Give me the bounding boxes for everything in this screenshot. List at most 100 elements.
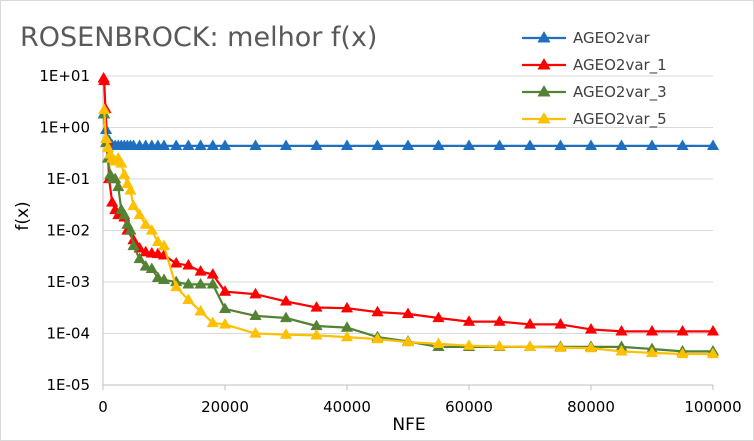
series-4 <box>98 103 720 359</box>
grid-layer <box>103 75 713 334</box>
data-point-marker <box>554 317 567 329</box>
legend-marker <box>537 111 551 124</box>
data-point-marker <box>340 139 354 151</box>
data-point-marker <box>493 139 506 151</box>
x-tick-label: 80000 <box>567 398 615 416</box>
y-axis-title: f(x) <box>13 201 33 230</box>
legend-item: AGEO2var_3 <box>522 83 667 102</box>
series-1 <box>97 107 720 151</box>
data-point-marker <box>432 337 445 348</box>
data-point-marker <box>194 277 207 289</box>
data-point-marker <box>182 139 195 151</box>
data-point-marker <box>194 139 207 151</box>
data-point-marker <box>139 218 152 229</box>
data-point-marker <box>206 277 219 289</box>
data-point-marker <box>462 139 476 151</box>
data-point-marker <box>182 277 195 289</box>
data-point-marker <box>706 139 720 151</box>
data-point-marker <box>115 156 128 168</box>
data-point-marker <box>371 139 384 151</box>
data-point-marker <box>157 273 171 285</box>
data-point-marker <box>112 180 125 192</box>
data-point-marker <box>401 139 415 151</box>
legend-label: AGEO2var <box>573 29 651 47</box>
data-point-marker <box>645 324 659 336</box>
data-point-marker <box>615 139 628 151</box>
data-point-marker <box>523 139 537 151</box>
data-point-marker <box>523 340 537 352</box>
data-point-marker <box>279 139 293 151</box>
data-point-marker <box>615 324 628 336</box>
data-point-marker <box>340 301 354 313</box>
data-point-marker <box>493 339 506 351</box>
data-point-marker <box>523 317 537 329</box>
data-point-marker <box>157 239 171 251</box>
data-point-marker <box>462 339 476 350</box>
data-point-marker <box>145 223 158 235</box>
data-point-marker <box>249 326 262 338</box>
data-point-marker <box>279 294 293 306</box>
x-tick-label: 100000 <box>684 398 741 416</box>
data-point-marker <box>182 258 195 270</box>
x-tick-label: 0 <box>98 398 108 416</box>
data-point-marker <box>145 262 158 274</box>
data-point-marker <box>310 328 323 340</box>
data-point-marker <box>615 344 628 356</box>
x-tick-label: 20000 <box>201 398 249 416</box>
data-point-marker <box>584 139 598 151</box>
data-point-marker <box>432 139 445 151</box>
data-point-marker <box>462 315 476 326</box>
data-point-marker <box>645 139 659 151</box>
data-point-marker <box>371 332 384 344</box>
data-point-marker <box>127 199 140 211</box>
data-point-marker <box>676 139 689 151</box>
data-point-marker <box>99 132 113 144</box>
series-layer <box>97 71 720 359</box>
legend-marker <box>537 30 551 43</box>
legend-label: AGEO2var_3 <box>573 83 667 102</box>
data-point-marker <box>218 302 232 314</box>
legend-label: AGEO2var_1 <box>573 56 667 75</box>
y-tick-label: 1E-04 <box>46 325 90 343</box>
y-tick-label: 1E-05 <box>46 376 90 394</box>
data-point-marker <box>676 324 689 336</box>
data-point-marker <box>584 322 598 334</box>
x-tick-label: 60000 <box>445 398 493 416</box>
data-point-marker <box>279 328 293 339</box>
data-point-marker <box>170 256 183 268</box>
data-point-marker <box>118 208 131 220</box>
data-point-marker <box>98 103 111 115</box>
data-point-marker <box>310 300 323 312</box>
data-point-marker <box>133 208 146 220</box>
x-axis-title: NFE <box>392 415 425 435</box>
data-point-marker <box>676 347 689 359</box>
legend-item: AGEO2var_5 <box>522 110 667 129</box>
legend-item: AGEO2var_1 <box>522 56 667 75</box>
data-point-marker <box>182 293 195 305</box>
axis-layer: 1E+01 1E+00 1E-01 1E-02 1E-03 1E-04 1E-05 0 2000… <box>39 67 741 416</box>
data-point-marker <box>170 139 183 151</box>
data-point-marker <box>554 341 567 352</box>
data-point-marker <box>127 239 140 251</box>
data-point-marker <box>194 304 207 316</box>
data-point-marker <box>98 74 111 86</box>
y-tick-label: 1E-02 <box>46 222 90 240</box>
data-point-marker <box>371 305 384 317</box>
y-tick-label: 1E+01 <box>39 67 90 85</box>
data-point-marker <box>706 347 720 359</box>
legend: AGEO2var AGEO2var_1 AGEO2var_3 AGEO2var_5 <box>522 29 667 129</box>
data-point-marker <box>218 317 232 329</box>
y-tick-label: 1E+00 <box>39 119 90 137</box>
data-point-marker <box>249 309 262 321</box>
y-tick-label: 1E-01 <box>46 170 90 188</box>
data-point-marker <box>249 139 262 151</box>
chart-title: ROSENBROCK: melhor f(x) <box>20 22 377 53</box>
legend-marker <box>537 57 551 70</box>
legend-item: AGEO2var <box>522 29 651 47</box>
data-point-marker <box>170 280 183 292</box>
data-point-marker <box>401 307 415 319</box>
data-point-marker <box>109 172 122 184</box>
data-point-marker <box>401 335 415 347</box>
